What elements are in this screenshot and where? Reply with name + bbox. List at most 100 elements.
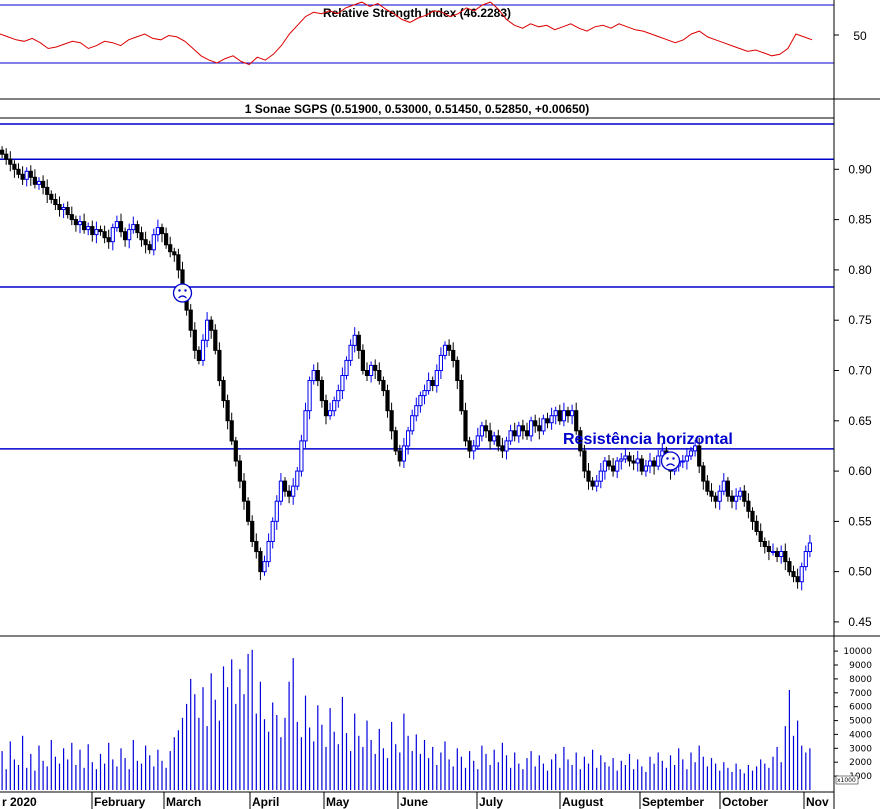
- price-panel: 1 Sonae SGPS (0.51900, 0.53000, 0.51450,…: [0, 102, 872, 629]
- candle-body: [246, 500, 251, 522]
- candle-body: [94, 229, 99, 236]
- candle-body: [717, 490, 722, 502]
- candle-body: [770, 551, 776, 553]
- volume-tick-label: 1000: [849, 772, 872, 782]
- price-tick-label: 0.60: [848, 464, 872, 478]
- candle-body: [205, 319, 210, 341]
- candle-body: [176, 254, 181, 271]
- candle-body: [512, 430, 517, 437]
- candle-body: [69, 214, 74, 221]
- candle-body: [291, 485, 296, 497]
- candle-body: [549, 415, 554, 424]
- candle-body: [332, 400, 337, 412]
- candle-body: [725, 480, 730, 497]
- candle-body: [746, 500, 751, 512]
- candle-body: [729, 495, 735, 502]
- candle-body: [754, 520, 759, 533]
- candle-body: [488, 430, 493, 442]
- candle-body: [688, 450, 694, 457]
- unit-label-box: [835, 775, 859, 785]
- candle-body: [459, 380, 464, 412]
- volume-axis: 1000 2000 3000 4000 5000 6000 7000 8000 …: [834, 647, 872, 782]
- volume-tick-label: 10000: [843, 647, 872, 657]
- candle-body: [684, 455, 689, 462]
- candle-body: [508, 430, 513, 442]
- candle-body: [356, 334, 361, 351]
- candle-body: [418, 395, 423, 407]
- candle-body: [147, 244, 152, 251]
- candle-body: [4, 153, 9, 160]
- month-label: September: [642, 795, 704, 809]
- candle-body: [496, 435, 501, 447]
- candle-body: [139, 232, 144, 241]
- candle-body: [590, 480, 595, 487]
- candle-body: [24, 170, 29, 180]
- candle-body: [110, 227, 115, 243]
- candle-body: [442, 344, 448, 356]
- candle-body: [516, 425, 521, 437]
- candlesticks: [0, 146, 812, 591]
- candle-body: [225, 400, 230, 422]
- candle-body: [803, 551, 808, 568]
- candle-body: [102, 231, 107, 239]
- candle-body: [32, 176, 37, 185]
- month-label: July: [479, 795, 503, 809]
- candle-body: [209, 319, 214, 331]
- candle-body: [254, 541, 259, 553]
- candle-body: [783, 551, 788, 563]
- candle-body: [8, 158, 13, 165]
- candle-body: [123, 231, 128, 241]
- price-tick-label: 0.45: [848, 615, 872, 629]
- candle-body: [278, 480, 283, 502]
- sad-face-eye: [672, 457, 675, 460]
- candle-body: [299, 440, 304, 472]
- candle-body: [504, 440, 509, 452]
- candle-body: [565, 410, 571, 417]
- candle-body: [524, 430, 530, 437]
- candle-body: [500, 445, 505, 452]
- candle-body: [656, 455, 661, 467]
- candle-body: [463, 410, 468, 442]
- candle-body: [221, 380, 226, 402]
- volume-tick-label: 4000: [849, 730, 872, 740]
- candle-body: [41, 180, 46, 188]
- candle-body: [164, 233, 169, 246]
- candle-body: [352, 334, 357, 346]
- candle-body: [533, 420, 538, 427]
- candle-body: [328, 410, 333, 417]
- sad-face-mouth: [666, 463, 675, 467]
- candle-body: [229, 420, 234, 442]
- candle-body: [447, 344, 452, 351]
- candle-body: [807, 542, 812, 552]
- candle-body: [77, 221, 83, 226]
- candle-body: [287, 490, 292, 497]
- month-label: June: [400, 795, 428, 809]
- candle-body: [373, 364, 378, 371]
- candle-body: [397, 450, 402, 462]
- volume-tick-label: 2000: [849, 758, 872, 768]
- volume-tick-label: 7000: [849, 689, 872, 699]
- candle-body: [652, 460, 657, 467]
- candle-body: [426, 380, 431, 392]
- candle-body: [143, 239, 148, 246]
- month-label: October: [722, 795, 768, 809]
- candle-body: [611, 465, 616, 472]
- candle-body: [758, 530, 763, 543]
- candle-body: [606, 460, 612, 467]
- candle-body: [385, 390, 390, 412]
- candle-body: [258, 551, 263, 573]
- candle-body: [750, 510, 755, 522]
- resistance-annotation: Resistência horizontal: [563, 431, 733, 448]
- candle-body: [680, 460, 685, 463]
- candle-body: [779, 551, 784, 557]
- candle-body: [364, 370, 370, 376]
- month-label: Nov: [806, 795, 829, 809]
- candle-body: [471, 445, 476, 452]
- candle-body: [86, 226, 91, 231]
- price-tick-label: 0.65: [848, 414, 872, 428]
- candle-body: [90, 226, 95, 236]
- candle-body: [410, 415, 415, 432]
- candle-body: [643, 465, 648, 472]
- rsi-title: Relative Strength Index (46.2283): [323, 6, 511, 20]
- volume-tick-label: 9000: [849, 661, 872, 671]
